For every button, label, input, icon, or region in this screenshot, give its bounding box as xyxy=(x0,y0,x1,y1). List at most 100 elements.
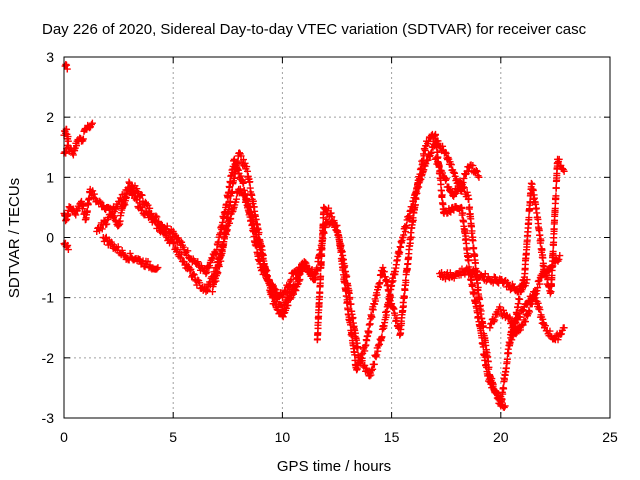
trace-point xyxy=(90,190,98,198)
trace-point xyxy=(170,239,178,247)
data-point xyxy=(88,119,96,127)
trace-point xyxy=(369,306,377,314)
trace-point xyxy=(98,225,106,233)
trace-point xyxy=(111,216,119,224)
trace-point xyxy=(450,274,458,282)
trace-point xyxy=(237,152,245,160)
trace-point xyxy=(365,328,373,336)
trace-point xyxy=(555,155,563,163)
trace-point xyxy=(318,252,326,260)
trace-point xyxy=(402,278,410,286)
trace-point xyxy=(554,336,562,344)
data-point xyxy=(486,324,494,332)
trace-point xyxy=(500,403,508,411)
trace-point xyxy=(126,249,134,257)
data-point xyxy=(484,372,492,380)
data-point xyxy=(556,252,564,260)
trace-point xyxy=(536,306,544,314)
data-points xyxy=(60,60,568,411)
data-point xyxy=(560,167,568,175)
trace-point xyxy=(473,168,481,176)
trace-point xyxy=(518,282,526,290)
data-point xyxy=(296,276,304,284)
trace-point xyxy=(481,353,489,361)
trace-point xyxy=(284,301,292,309)
trace-point xyxy=(461,270,469,278)
trace-point xyxy=(512,315,520,323)
y-axis-label: SDTVAR / TECUs xyxy=(6,178,23,298)
trace-point xyxy=(154,221,162,229)
trace-point xyxy=(226,183,234,191)
trace-point xyxy=(460,174,468,182)
trace-point xyxy=(470,288,478,296)
trace-point xyxy=(292,287,300,295)
trace-point xyxy=(100,216,108,224)
ticks: 0 5 10 15 20 25 -3 -2 -1 0 1 2 3 xyxy=(42,49,618,445)
trace-point xyxy=(549,247,557,255)
trace-point xyxy=(419,156,427,164)
trace-point xyxy=(279,313,287,321)
trace-point xyxy=(72,211,80,219)
x-tick-label: 5 xyxy=(169,429,177,445)
x-tick-label: 15 xyxy=(384,429,400,445)
trace-point xyxy=(459,209,467,217)
trace-point xyxy=(389,277,397,285)
trace-point xyxy=(504,314,512,322)
trace-point xyxy=(476,295,484,303)
data-point xyxy=(475,173,483,181)
trace-point xyxy=(186,267,194,275)
trace-point xyxy=(114,243,122,251)
trace-point xyxy=(241,192,249,200)
trace-point xyxy=(534,284,542,292)
trace-point xyxy=(230,174,238,182)
trace-point xyxy=(114,202,122,210)
trace-point xyxy=(516,326,524,334)
trace-point xyxy=(378,333,386,341)
trace-point xyxy=(222,222,230,230)
trace-point xyxy=(215,262,223,270)
trace-point xyxy=(420,152,428,160)
trace-point xyxy=(226,198,234,206)
trace-point xyxy=(347,300,355,308)
trace-point xyxy=(373,351,381,359)
y-tick-label: -1 xyxy=(42,290,55,306)
trace-point xyxy=(318,239,326,247)
trace-point xyxy=(400,293,408,301)
trace-point xyxy=(438,191,446,199)
trace-point xyxy=(526,308,534,316)
trace-point xyxy=(469,162,477,170)
trace-point xyxy=(151,216,159,224)
trace-point xyxy=(507,318,515,326)
trace-point xyxy=(118,246,126,254)
trace-point xyxy=(240,179,248,187)
trace-point xyxy=(368,313,376,321)
trace-point xyxy=(290,290,298,298)
trace-point xyxy=(83,207,91,215)
trace-point xyxy=(131,192,139,200)
trace-point xyxy=(442,176,450,184)
trace-point xyxy=(354,344,362,352)
trace-point xyxy=(236,149,244,157)
trace-point xyxy=(206,262,214,270)
trace-point xyxy=(136,199,144,207)
trace-point xyxy=(555,255,563,263)
trace-point xyxy=(246,178,254,186)
trace-point xyxy=(236,185,244,193)
chart-title: Day 226 of 2020, Sidereal Day-to-day VTE… xyxy=(42,21,587,38)
trace-point xyxy=(506,313,514,321)
trace-point xyxy=(337,246,345,254)
y-tick-label: 2 xyxy=(46,109,54,125)
trace-point xyxy=(442,175,450,183)
trace-point xyxy=(232,195,240,203)
trace-point xyxy=(271,297,279,305)
trace-point xyxy=(228,188,236,196)
y-tick-label: -3 xyxy=(42,410,55,426)
trace-point xyxy=(280,309,288,317)
data-point xyxy=(311,270,319,278)
trace-point xyxy=(376,279,384,287)
trace-point xyxy=(474,283,482,291)
trace-point xyxy=(489,380,497,388)
trace-point xyxy=(435,162,443,170)
trace-point xyxy=(479,343,487,351)
